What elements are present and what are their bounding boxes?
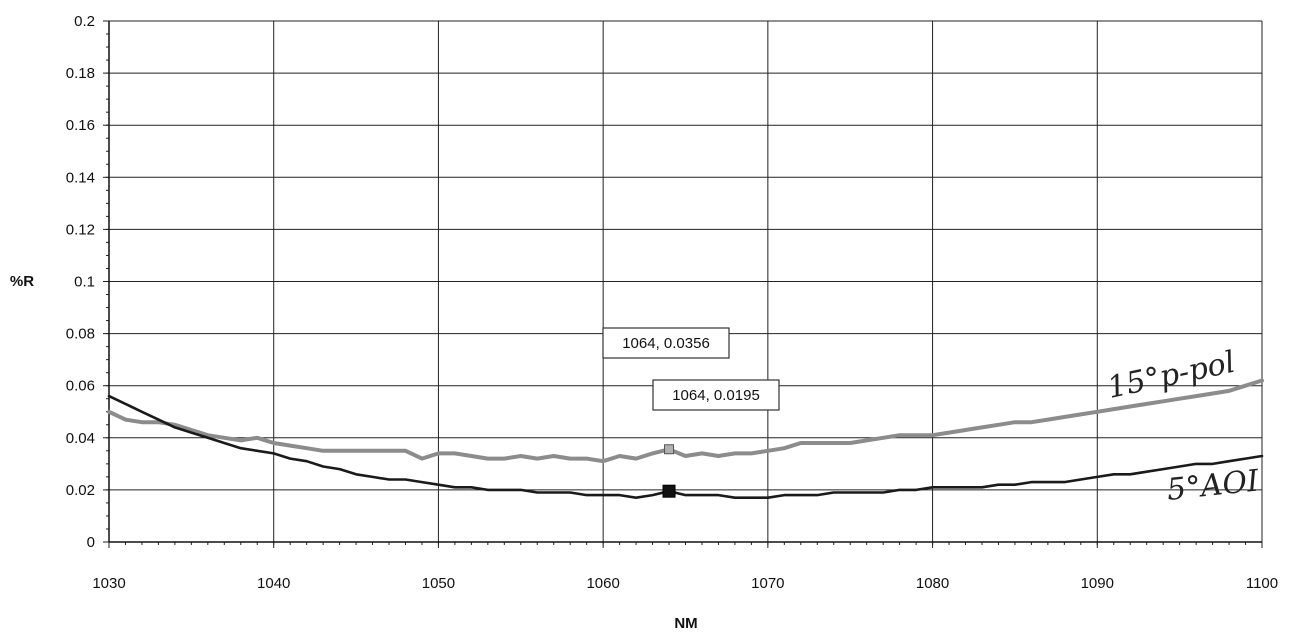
y-tick-label: 0.08 [66, 326, 95, 343]
y-tick-label: 0.14 [66, 169, 95, 186]
series-label-15-ppol: 15°p-pol [1104, 345, 1238, 406]
data-callout-label: 1064, 0.0356 [622, 335, 710, 352]
y-tick-label: 0.12 [66, 221, 95, 238]
annotations: 1064, 0.0356 1064, 0.0195 [602, 327, 780, 498]
y-tick-label: 0.1 [74, 274, 95, 291]
x-tick-label: 1100 [1246, 575, 1278, 592]
y-axis-title: %R [10, 273, 34, 290]
data-callout-box [602, 327, 730, 359]
gridlines [103, 20, 1263, 548]
x-tick-label: 1080 [916, 575, 949, 592]
data-point-marker [662, 484, 676, 498]
x-axis-title: NM [674, 615, 697, 632]
series-label-5-aoi: 5°AOI [1165, 463, 1261, 508]
y-tick-label: 0.02 [66, 482, 95, 499]
series-lines [107, 378, 1264, 500]
data-point-marker [664, 444, 675, 455]
x-tick-label: 1090 [1081, 575, 1114, 592]
x-tick-label: 1030 [92, 575, 125, 592]
y-tick-label: 0.04 [66, 430, 95, 447]
tick-labels: 0 0.02 0.04 0.06 0.08 0.1 0.12 0.14 0.16 0.18 0.2 1… [66, 13, 1278, 592]
y-tick-label: 0.06 [66, 378, 95, 395]
data-callout-box [652, 379, 780, 411]
y-tick-label: 0.16 [66, 117, 95, 134]
series-line-5-aoi [107, 394, 1264, 500]
y-tick-label: 0 [87, 534, 95, 551]
x-tick-label: 1040 [257, 575, 290, 592]
y-tick-label: 0.2 [74, 13, 95, 30]
x-tick-label: 1070 [751, 575, 784, 592]
y-tick-label: 0.18 [66, 65, 95, 82]
series-line-15-ppol [107, 378, 1264, 464]
x-tick-label: 1050 [422, 575, 455, 592]
x-tick-label: 1060 [586, 575, 619, 592]
data-callout-label: 1064, 0.0195 [672, 387, 760, 404]
